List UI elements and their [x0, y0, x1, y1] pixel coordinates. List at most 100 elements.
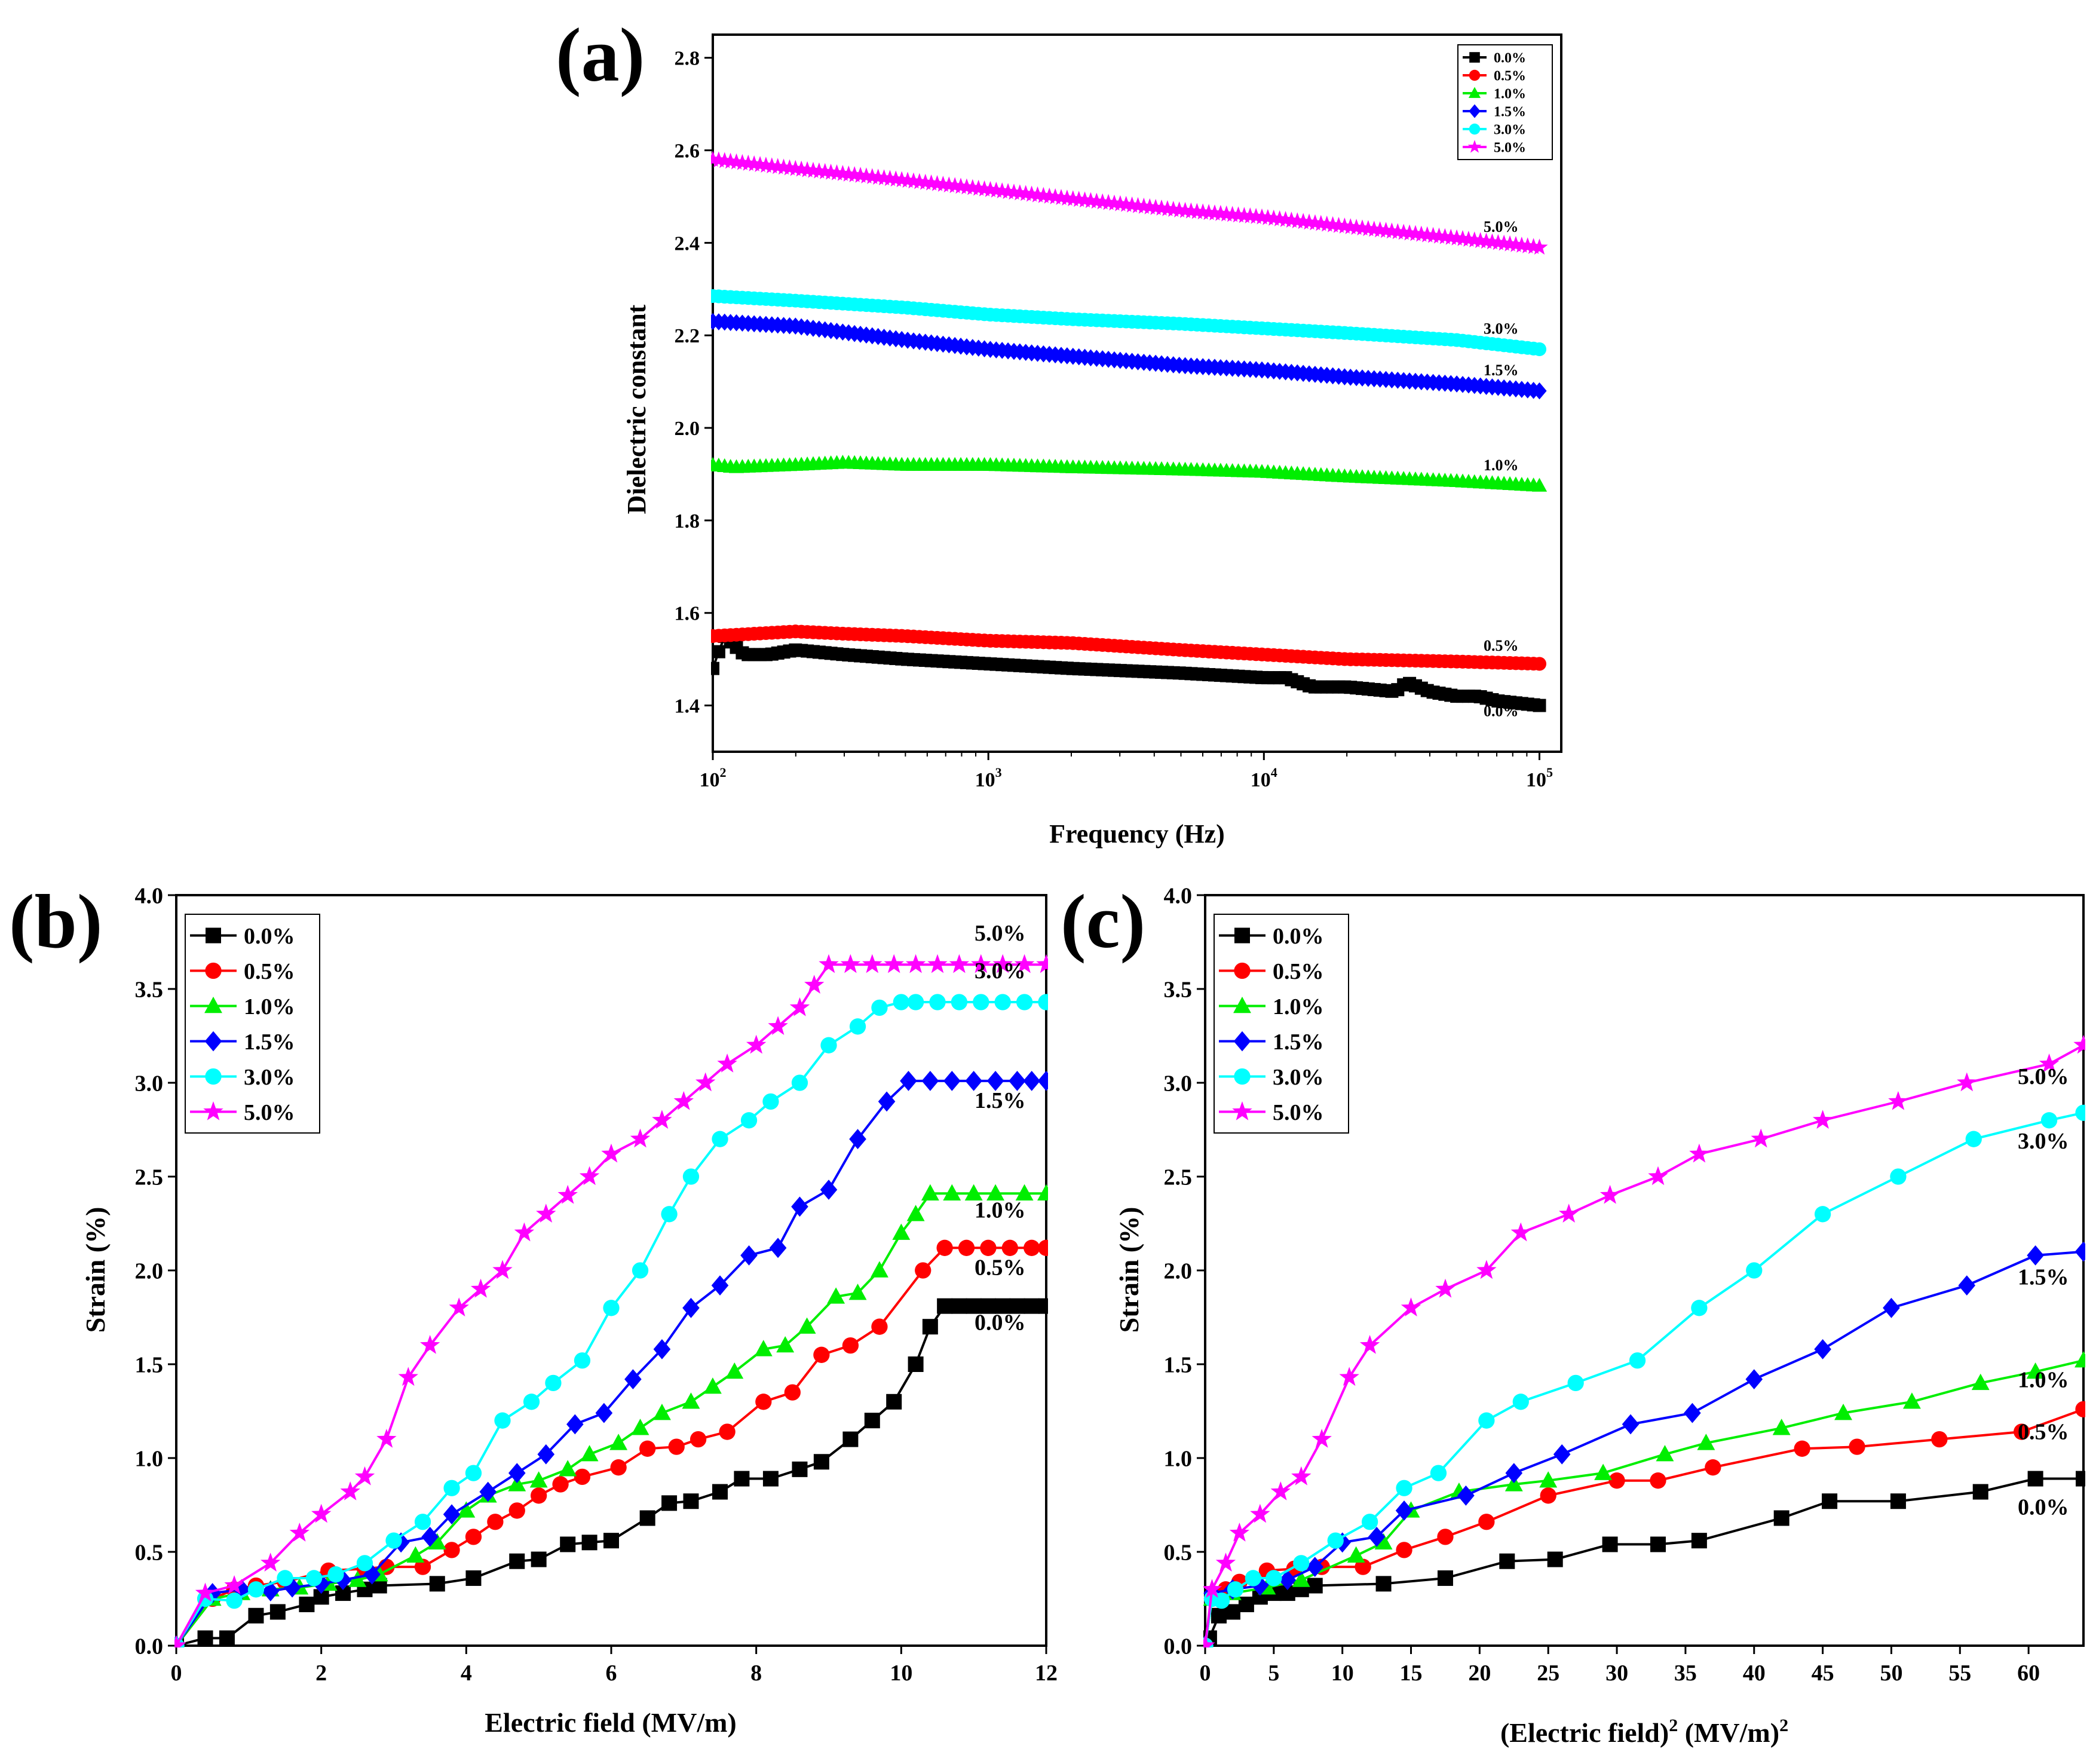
x-tick-label: 104 — [1251, 765, 1277, 791]
data-point — [754, 1340, 773, 1356]
data-point — [1293, 1555, 1310, 1572]
data-point — [682, 1392, 700, 1409]
data-point — [494, 1412, 511, 1429]
data-point — [1957, 1072, 1977, 1092]
data-point — [1883, 1297, 1900, 1318]
series-line — [1204, 1408, 2084, 1646]
series-1.0% — [1203, 1351, 2085, 1647]
data-point — [1567, 1374, 1584, 1392]
y-tick-label: 2.4 — [675, 232, 700, 255]
x-tick-label: 105 — [1526, 765, 1553, 791]
data-point — [1499, 1553, 1515, 1569]
y-axis-label-c: Strain (%) — [1114, 1207, 1144, 1333]
series-3.0% — [174, 994, 1048, 1647]
data-point — [348, 1570, 367, 1587]
legend-item: 5.0% — [1463, 140, 1526, 155]
legend-label: 1.0% — [1273, 994, 1324, 1019]
data-point — [964, 1184, 983, 1200]
data-point — [595, 1402, 613, 1423]
x-axis-label-a: Frequency (Hz) — [1049, 819, 1225, 849]
data-point — [226, 1592, 243, 1609]
data-point — [965, 1070, 982, 1091]
data-point — [1547, 1551, 1563, 1567]
legend-marker — [205, 1068, 222, 1085]
y-tick-label: 2.0 — [675, 418, 700, 440]
data-point — [414, 1514, 431, 1530]
data-point — [1476, 1260, 1497, 1279]
data-point — [428, 1533, 446, 1549]
data-point — [1270, 1481, 1291, 1500]
legend-marker — [1233, 996, 1251, 1013]
data-point — [937, 1298, 953, 1314]
series-3.0% — [711, 289, 1547, 357]
data-point — [1902, 1392, 1921, 1409]
data-point — [1532, 657, 1547, 671]
legend-item: 1.5% — [1463, 104, 1526, 120]
data-point — [1478, 1412, 1495, 1429]
data-point — [557, 1184, 578, 1204]
x-tick-label: 4 — [461, 1661, 472, 1686]
data-point — [906, 1205, 925, 1221]
data-point — [470, 1278, 491, 1298]
end-labels-a: 0.0% 0.5% 1.0% 1.5% 3.0% 5.0% — [1484, 218, 1519, 719]
data-point — [900, 1070, 917, 1091]
data-point — [1024, 1239, 1040, 1256]
data-point — [966, 1298, 982, 1314]
legend-marker — [1469, 123, 1481, 135]
data-point — [840, 954, 861, 973]
data-point — [915, 1262, 931, 1279]
data-point — [995, 1298, 1011, 1314]
data-point — [927, 954, 948, 973]
data-point — [398, 1367, 418, 1386]
series-0.0% — [1203, 1471, 2085, 1647]
legend-marker — [204, 996, 222, 1013]
data-point — [624, 1369, 642, 1390]
x-tick-label: 103 — [975, 765, 1002, 791]
data-point — [508, 1502, 525, 1519]
panel-label-a: (a) — [556, 13, 645, 97]
data-point — [871, 1318, 888, 1335]
data-point — [1250, 1503, 1270, 1523]
x-tick-label: 6 — [606, 1661, 617, 1686]
data-point — [1038, 1239, 1048, 1256]
data-point — [376, 1429, 397, 1448]
data-point — [327, 1566, 344, 1583]
data-point — [717, 1054, 737, 1073]
data-point — [870, 1261, 888, 1278]
data-point — [1229, 1523, 1250, 1542]
series-1.5% — [711, 313, 1547, 400]
legend-label: 5.0% — [1494, 140, 1526, 155]
data-point — [1602, 1536, 1618, 1552]
data-point — [862, 954, 883, 973]
data-point — [652, 1404, 671, 1420]
data-point — [820, 1180, 838, 1200]
end-label: 1.5% — [975, 1088, 1026, 1113]
data-point — [1368, 1526, 1386, 1547]
data-point — [603, 1300, 620, 1316]
data-point — [1965, 1131, 1982, 1147]
series-group-c — [1203, 1034, 2085, 1647]
x-tick-label: 25 — [1537, 1661, 1559, 1686]
series-5.0% — [174, 954, 1048, 1647]
data-point — [734, 1471, 750, 1487]
data-point — [340, 1481, 360, 1500]
data-point — [711, 1275, 729, 1296]
data-point — [943, 1184, 961, 1200]
data-point — [1705, 1459, 1721, 1476]
legend-marker — [1469, 69, 1481, 81]
y-tick-label: 1.5 — [1164, 1352, 1193, 1377]
x-tick-label: 10 — [890, 1661, 912, 1686]
data-point — [1306, 1557, 1324, 1578]
data-point — [1023, 1070, 1041, 1091]
legend-item: 3.0% — [1463, 122, 1526, 137]
end-labels-c: 5.0% 3.0% 1.5% 1.0% 0.5% 0.0% — [2018, 1064, 2069, 1520]
data-point — [1024, 1298, 1040, 1314]
x-tick-base: 10 — [1526, 769, 1546, 791]
data-point — [842, 1431, 859, 1447]
data-point — [980, 1239, 997, 1256]
y-tick-label: 1.0 — [135, 1446, 164, 1471]
x-ticks-b: 0 2 4 6 8 10 12 — [171, 1646, 1058, 1686]
y-tick-label: 0.0 — [1164, 1634, 1193, 1659]
data-point — [682, 1168, 700, 1185]
